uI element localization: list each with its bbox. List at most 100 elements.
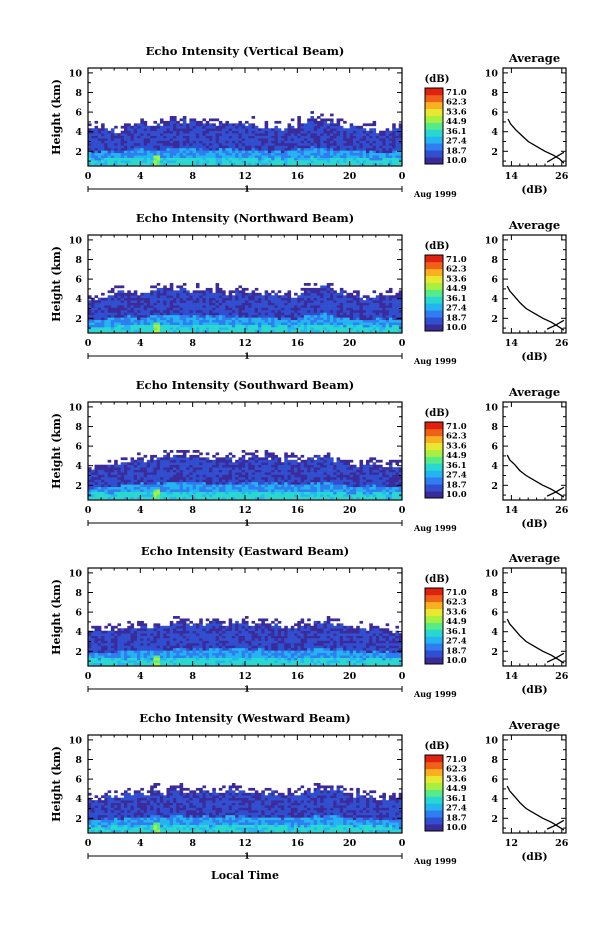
colorbar-segment <box>425 463 443 471</box>
y-tick-label: 4 <box>75 794 82 805</box>
colorbar-segment <box>425 143 443 151</box>
average-x-label: (dB) <box>521 184 547 196</box>
average-x-label: (dB) <box>521 518 547 530</box>
average-y-tick-label: 2 <box>491 147 498 158</box>
average-profile-line <box>506 785 565 831</box>
colorbar-tick-label: 44.9 <box>446 284 467 294</box>
y-tick-label: 4 <box>75 294 82 305</box>
day-label: 1 <box>244 685 250 695</box>
colorbar-segment <box>425 435 443 444</box>
colorbar-segment <box>425 122 443 130</box>
colorbar-tick-label: 53.6 <box>446 274 467 284</box>
average-frame <box>502 234 567 334</box>
colorbar-tick-label: 27.4 <box>446 137 467 147</box>
y-tick-label: 2 <box>75 481 82 492</box>
x-tick-label: 20 <box>343 671 357 682</box>
colorbar-frame <box>424 254 444 332</box>
y-tick-label: 10 <box>69 735 83 746</box>
average-frame <box>502 734 567 834</box>
colorbar-segment <box>425 470 443 478</box>
colorbar-segment <box>425 94 443 103</box>
average-y-tick-label: 8 <box>491 588 498 599</box>
colorbar-tick-label: 10.0 <box>446 490 467 500</box>
colorbar-unit: (dB) <box>425 741 450 752</box>
x-tick-label: 4 <box>137 838 144 849</box>
average-y-tick-label: 6 <box>491 275 498 286</box>
heatmap-cells <box>88 616 403 666</box>
y-tick-label: 10 <box>69 568 83 579</box>
y-tick-label: 4 <box>75 127 82 138</box>
colorbar-segment <box>425 650 443 658</box>
average-x-tick-label: 26 <box>555 505 569 516</box>
x-tick-label: 12 <box>238 838 251 849</box>
colorbar-tick-label: 53.6 <box>446 107 467 117</box>
average-profile-tail <box>546 652 565 663</box>
colorbar-tick-label: 10.0 <box>446 823 467 833</box>
colorbar-segment <box>425 150 443 158</box>
panel-title: Echo Intensity (Northward Beam) <box>136 211 354 225</box>
x-tick-label: 0 <box>85 838 92 849</box>
colorbar-segment <box>425 761 443 770</box>
x-tick-label: 8 <box>189 671 196 682</box>
average-x-tick-label: 26 <box>555 838 569 849</box>
average-y-tick-label: 4 <box>491 794 498 805</box>
average-y-tick-label: 6 <box>491 108 498 119</box>
average-y-tick-label: 10 <box>485 735 499 746</box>
colorbar-tick-label: 53.6 <box>446 774 467 784</box>
average-profile-tail <box>546 151 565 163</box>
date-label: Aug 1999 <box>413 523 457 533</box>
colorbar-segment <box>425 449 443 457</box>
colorbar-segment <box>425 636 443 644</box>
colorbar-tick-label: 36.1 <box>446 127 467 137</box>
colorbar-segment <box>425 789 443 797</box>
y-tick-label: 6 <box>75 275 82 286</box>
colorbar-segment <box>425 255 443 263</box>
colorbar-tick-label: 44.9 <box>446 784 467 794</box>
colorbar-tick-label: 18.7 <box>446 146 467 156</box>
colorbar-tick-label: 27.4 <box>446 804 467 814</box>
colorbar-segment <box>425 824 443 832</box>
colorbar-unit: (dB) <box>425 74 450 85</box>
y-tick-label: 2 <box>75 647 82 658</box>
colorbar-tick-label: 71.0 <box>446 255 467 265</box>
panel-4: Echo Intensity (Westward Beam) Height (km… <box>50 711 569 866</box>
colorbar-segment <box>425 782 443 790</box>
colorbar-segment <box>425 442 443 450</box>
colorbar-segment <box>425 317 443 325</box>
y-tick-label: 10 <box>69 68 83 79</box>
panel-title: Echo Intensity (Vertical Beam) <box>146 44 345 58</box>
x-tick-label: 20 <box>343 838 357 849</box>
average-y-tick-label: 10 <box>485 402 499 413</box>
heatmap-cells <box>88 783 403 833</box>
colorbar-tick-label: 71.0 <box>446 422 467 432</box>
average-x-tick-label: 12 <box>505 838 518 849</box>
colorbar-segment <box>425 289 443 297</box>
average-y-tick-label: 10 <box>485 235 499 246</box>
colorbar-frame <box>424 87 444 165</box>
average-title: Average <box>508 385 560 399</box>
average-y-tick-label: 2 <box>491 814 498 825</box>
y-tick-label: 10 <box>69 402 83 413</box>
day-label: 1 <box>244 852 250 862</box>
y-tick-label: 6 <box>75 608 82 619</box>
x-tick-label: 4 <box>137 671 144 682</box>
panel-title: Echo Intensity (Southward Beam) <box>136 378 354 392</box>
colorbar-segment <box>425 775 443 783</box>
average-profile-line <box>506 454 565 498</box>
colorbar-tick-label: 53.6 <box>446 607 467 617</box>
heatmap-cells <box>88 111 403 166</box>
average-y-tick-label: 6 <box>491 442 498 453</box>
colorbar-tick-label: 62.3 <box>446 432 467 442</box>
y-tick-label: 8 <box>75 422 82 433</box>
y-tick-label: 8 <box>75 588 82 599</box>
x-tick-label: 12 <box>238 338 251 349</box>
average-panel: Average 10 8 6 4 2 14 26 (dB) <box>485 51 569 196</box>
x-tick-label: 8 <box>189 838 196 849</box>
average-y-tick-label: 8 <box>491 255 498 266</box>
x-tick-label: 0 <box>399 671 406 682</box>
y-tick-label: 8 <box>75 255 82 266</box>
colorbar-frame <box>424 754 444 832</box>
colorbar-tick-label: 27.4 <box>446 637 467 647</box>
colorbar-tick-label: 36.1 <box>446 461 467 471</box>
average-frame <box>502 67 567 167</box>
